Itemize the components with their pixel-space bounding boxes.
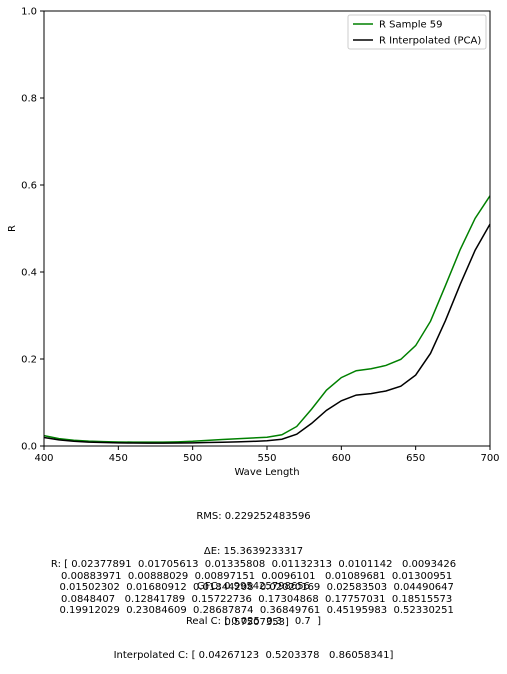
legend-label: R Sample 59 — [379, 20, 443, 31]
series-line-2 — [43, 223, 491, 444]
y-axis-label: R — [7, 225, 18, 232]
plot-lines — [43, 195, 491, 444]
x-tick-label: 650 — [406, 453, 425, 464]
y-tick-label: 0.0 — [21, 442, 37, 453]
y-tick-label: 0.2 — [21, 355, 37, 366]
interpolated-c-text: Interpolated C: [ 0.04267123 0.5203378 0… — [113, 650, 394, 662]
series-line-1 — [43, 195, 491, 443]
r-values-text: R: [ 0.02377891 0.01705613 0.01335808 0.… — [50, 559, 457, 628]
x-tick-label: 450 — [109, 453, 128, 464]
y-tick-label: 0.6 — [21, 181, 37, 192]
y-tick-label: 0.8 — [21, 94, 37, 105]
rms-text: RMS: 0.229252483596 — [196, 511, 311, 523]
x-tick-label: 400 — [34, 453, 53, 464]
x-tick-label: 550 — [257, 453, 276, 464]
x-tick-label: 600 — [332, 453, 351, 464]
gfc-text: GFC: 0.995425798656 — [197, 580, 310, 592]
x-tick-label: 700 — [480, 453, 499, 464]
legend-box — [347, 14, 487, 50]
x-axis-label: Wave Length — [234, 467, 299, 478]
chart: 400 450 500 550 600 650 700 0.0 0.2 0.4 0.6 0.8 1.0… — [7, 7, 500, 479]
real-c-text: Real C: [ 0.025 0.3 0.7 ] — [185, 615, 322, 627]
x-tick-label: 500 — [183, 453, 202, 464]
x-axis-ticks: 400 450 500 550 600 650 700 — [34, 446, 500, 464]
legend-label: R Interpolated (PCA) — [379, 36, 481, 47]
y-axis-ticks: 0.0 0.2 0.4 0.6 0.8 1.0 — [21, 7, 44, 453]
axes-frame — [43, 10, 491, 447]
y-tick-label: 0.4 — [21, 268, 37, 279]
legend: R Sample 59 R Interpolated (PCA) — [347, 14, 487, 50]
y-tick-label: 1.0 — [21, 7, 37, 18]
delta-e-text: ΔE: 15.3639233317 — [203, 545, 304, 557]
